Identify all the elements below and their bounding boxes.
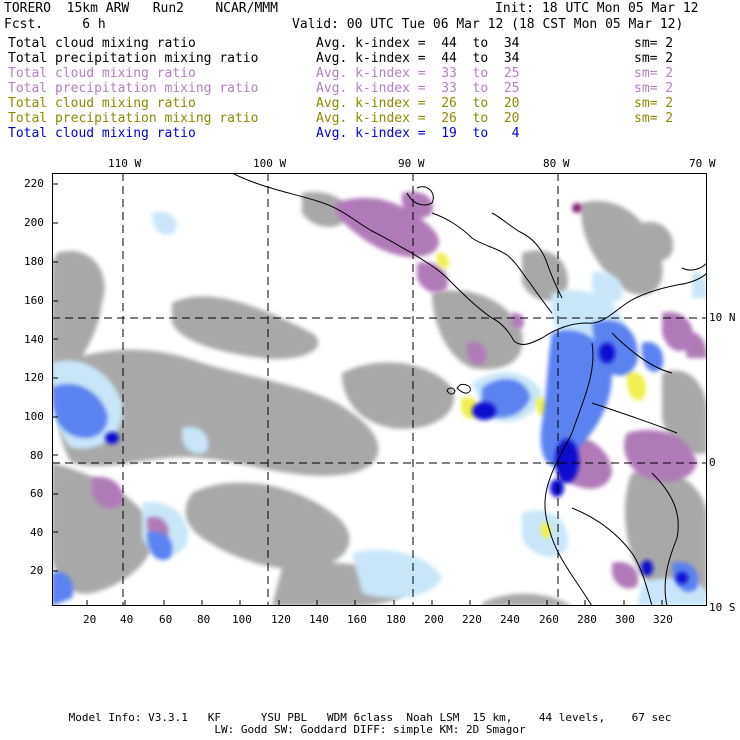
physics-info: LW: Godd SW: Goddard DIFF: simple KM: 2D… [214, 723, 526, 736]
y-tick-label: 180 [24, 255, 44, 268]
y-tick-label: 60 [30, 487, 44, 500]
legend-sm: sm= 2 [634, 51, 674, 66]
y-tick-label: 100 [24, 410, 44, 423]
x-tick-label: 80 [197, 613, 211, 626]
y-tick-label: 20 [30, 564, 44, 577]
legend-kindex: Avg. k-index = 19 to 4 [316, 126, 520, 141]
x-tick-label: 100 [232, 613, 252, 626]
legend-kindex: Avg. k-index = 44 to 34 [316, 51, 520, 66]
x-tick-label: 160 [347, 613, 367, 626]
legend-field: Total precipitation mixing ratio [8, 111, 259, 126]
y-tick-label: 120 [24, 371, 44, 384]
legend-sm: sm= 2 [634, 81, 674, 96]
legend-field: Total cloud mixing ratio [8, 66, 196, 81]
legend-kindex: Avg. k-index = 44 to 34 [316, 36, 520, 51]
lon-label-90w: 90 W [398, 157, 425, 170]
x-tick-label: 40 [120, 613, 134, 626]
init-time: Init: 18 UTC Mon 05 Mar 12 [495, 1, 699, 16]
y-tick-label: 140 [24, 333, 44, 346]
x-tick-label: 240 [500, 613, 520, 626]
lon-label-100w: 100 W [253, 157, 287, 170]
dark-blue-cloud [105, 203, 688, 584]
legend-kindex: Avg. k-index = 26 to 20 [316, 111, 520, 126]
x-tick-label: 20 [83, 613, 97, 626]
legend-sm: sm= 2 [634, 111, 674, 126]
forecast-hour: Fcst. 6 h [4, 17, 106, 32]
y-tick-label: 220 [24, 177, 44, 190]
graticule [52, 173, 707, 606]
legend-sm: sm= 2 [634, 96, 674, 111]
legend-kindex: Avg. k-index = 26 to 20 [316, 96, 520, 111]
legend-field: Total cloud mixing ratio [8, 36, 196, 51]
x-tick-label: 260 [539, 613, 559, 626]
lat-label-10n: 10 N [709, 311, 736, 324]
legend-field: Total precipitation mixing ratio [8, 51, 259, 66]
lon-label-80w: 80 W [543, 157, 570, 170]
legend-field: Total precipitation mixing ratio [8, 81, 259, 96]
lon-label-110w: 110 W [108, 157, 142, 170]
x-tick-label: 280 [577, 613, 597, 626]
y-tick-label: 80 [30, 449, 44, 462]
y-tick-label: 160 [24, 294, 44, 307]
lon-label-70w: 70 W [689, 157, 716, 170]
legend-field: Total cloud mixing ratio [8, 126, 196, 141]
legend-kindex: Avg. k-index = 33 to 25 [316, 81, 520, 96]
legend-sm: sm= 2 [634, 66, 674, 81]
model-info: Model Info: V3.3.1 KF YSU PBL WDM 6class… [68, 711, 672, 724]
x-tick-label: 60 [159, 613, 173, 626]
cloud-map [52, 173, 707, 606]
x-tick-label: 220 [462, 613, 482, 626]
map-frame [52, 173, 707, 606]
y-tick-label: 40 [30, 526, 44, 539]
x-tick-label: 120 [271, 613, 291, 626]
x-tick-label: 180 [386, 613, 406, 626]
lat-label-10s: 10 S [709, 601, 736, 614]
x-tick-label: 300 [615, 613, 635, 626]
legend-field: Total cloud mixing ratio [8, 96, 196, 111]
x-tick-label: 320 [653, 613, 673, 626]
legend-sm: sm= 2 [634, 36, 674, 51]
valid-time: Valid: 00 UTC Tue 06 Mar 12 (18 CST Mon … [292, 17, 684, 32]
y-tick-label: 200 [24, 216, 44, 229]
legend-kindex: Avg. k-index = 33 to 25 [316, 66, 520, 81]
model-title: TORERO 15km ARW Run2 NCAR/MMM [4, 1, 278, 16]
x-tick-label: 140 [309, 613, 329, 626]
x-tick-label: 200 [424, 613, 444, 626]
lat-label-0: 0 [709, 456, 716, 469]
coastlines [231, 173, 707, 606]
